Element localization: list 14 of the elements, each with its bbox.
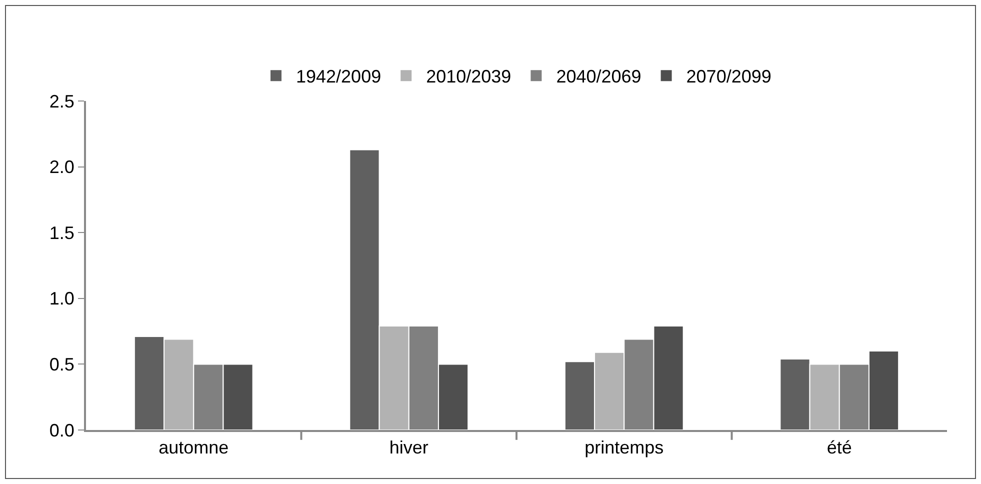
y-tick-label: 0.5 xyxy=(49,354,74,374)
y-tick-label: 2.0 xyxy=(49,157,74,178)
x-tick-label: hiver xyxy=(389,438,428,458)
x-tick-label: printemps xyxy=(584,438,664,458)
x-tick-label: été xyxy=(826,438,852,458)
y-tick-label: 1.5 xyxy=(49,222,74,243)
x-tick-label: automne xyxy=(158,438,229,458)
legend-label: 1942/2009 xyxy=(296,66,382,87)
legend-label: 2040/2069 xyxy=(556,66,642,87)
y-tick-label: 1.0 xyxy=(49,288,74,309)
y-tick-label: 0.0 xyxy=(49,420,74,440)
y-tick-label: 2.5 xyxy=(49,91,74,112)
legend-label: 2010/2039 xyxy=(426,66,512,87)
legend-label: 2070/2099 xyxy=(686,66,772,87)
